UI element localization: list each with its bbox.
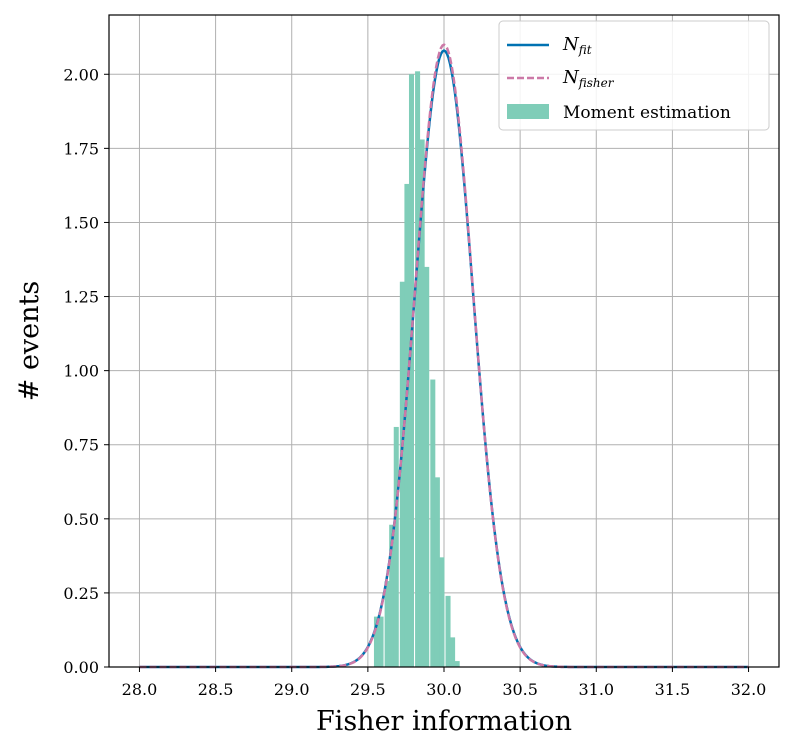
y-tick-label: 0.50 bbox=[63, 510, 99, 529]
legend-label-fisher: Nfisher bbox=[562, 67, 615, 90]
histogram-bar bbox=[393, 426, 399, 667]
histogram-bar bbox=[408, 74, 415, 668]
histogram-bar bbox=[445, 595, 451, 667]
legend-sample-moment bbox=[507, 104, 549, 119]
legend-box bbox=[498, 20, 770, 131]
y-tick-label: 1.75 bbox=[63, 139, 99, 158]
histogram-bar bbox=[424, 266, 430, 667]
x-axis-title: Fisher information bbox=[316, 706, 572, 737]
x-tick-label: 31.5 bbox=[655, 680, 691, 699]
x-tick-label: 30.5 bbox=[502, 680, 538, 699]
histogram-bar bbox=[399, 281, 405, 667]
y-tick-label: 0.75 bbox=[63, 436, 99, 455]
legend-label-fit-main: N bbox=[562, 34, 580, 55]
y-axis-title: # events bbox=[14, 281, 45, 402]
y-tick-label: 1.00 bbox=[63, 362, 99, 381]
histogram-bar bbox=[404, 183, 410, 667]
y-tick-label: 1.50 bbox=[63, 213, 99, 232]
x-tick-label: 28.0 bbox=[122, 680, 158, 699]
histogram-bar bbox=[419, 139, 425, 668]
x-tick-label: 28.5 bbox=[198, 680, 234, 699]
legend-label-fisher-sub: fisher bbox=[578, 76, 615, 90]
histogram-bar bbox=[434, 477, 440, 667]
histogram-bar bbox=[439, 557, 445, 667]
histogram-bars bbox=[373, 71, 460, 668]
x-axis-ticks: 28.0 28.5 29.0 29.5 30.0 30.5 31.0 31.5 32.0 bbox=[122, 667, 767, 699]
y-axis-ticks: 0.00 0.25 0.50 0.75 1.00 1.25 1.50 1.75 2.00 bbox=[63, 65, 109, 677]
y-tick-label: 1.25 bbox=[63, 288, 99, 307]
legend-label-fisher-main: N bbox=[562, 67, 580, 88]
legend-label-fit: Nfit bbox=[562, 34, 592, 57]
legend-label-fit-sub: fit bbox=[578, 43, 592, 57]
histogram-bar bbox=[384, 581, 390, 667]
histogram-bar bbox=[373, 616, 379, 667]
histogram-bar bbox=[389, 524, 395, 667]
legend: Nfit Nfisher Moment estimation bbox=[498, 20, 770, 131]
x-tick-label: 30.0 bbox=[426, 680, 462, 699]
histogram-bar bbox=[378, 616, 384, 667]
histogram-bar bbox=[430, 379, 436, 667]
y-tick-label: 2.00 bbox=[63, 65, 99, 84]
x-tick-label: 29.5 bbox=[350, 680, 386, 699]
histogram-bar bbox=[415, 71, 421, 668]
x-tick-label: 31.0 bbox=[578, 680, 614, 699]
histogram-bar bbox=[454, 661, 460, 667]
x-tick-label: 29.0 bbox=[274, 680, 310, 699]
legend-label-moment: Moment estimation bbox=[563, 103, 731, 123]
x-tick-label: 32.0 bbox=[731, 680, 767, 699]
histogram-bar bbox=[450, 637, 456, 667]
y-tick-label: 0.00 bbox=[63, 658, 99, 677]
y-tick-label: 0.25 bbox=[63, 584, 99, 603]
